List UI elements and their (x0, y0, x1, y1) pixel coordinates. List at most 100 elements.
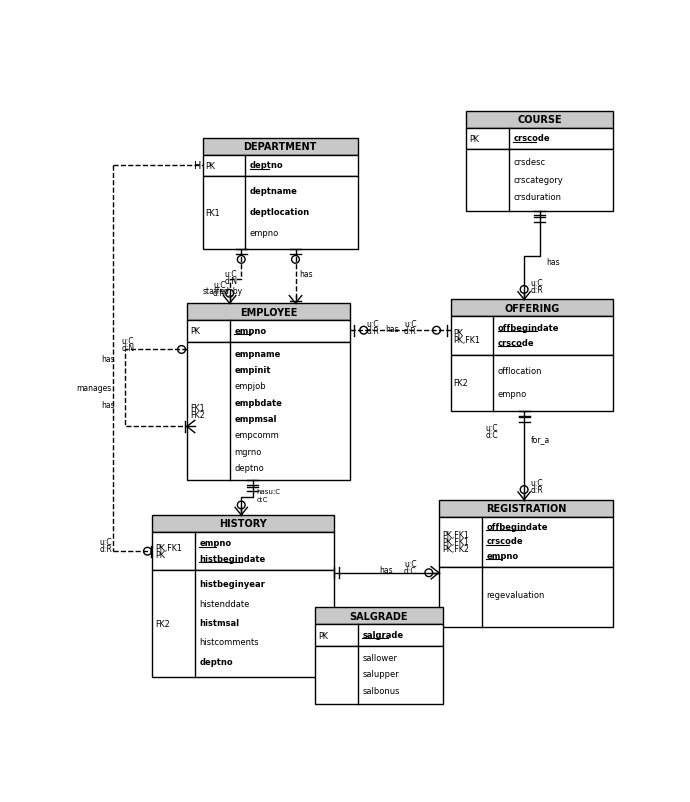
Text: PK: PK (190, 327, 200, 336)
Text: histbeginyear: histbeginyear (199, 580, 265, 589)
Text: salgrade: salgrade (362, 630, 403, 639)
Text: crsduration: crsduration (513, 193, 561, 202)
Text: d:R: d:R (99, 545, 112, 553)
Bar (451, 300, 613, 317)
Text: u:C: u:C (485, 423, 498, 432)
Bar (315, 608, 443, 625)
Text: d:N: d:N (213, 289, 226, 298)
Text: d:R: d:R (531, 286, 543, 294)
Text: offbegindate: offbegindate (486, 522, 548, 532)
Bar (439, 567, 613, 627)
Text: empno: empno (235, 326, 266, 335)
Bar (451, 317, 613, 355)
Text: OFFERING: OFFERING (504, 303, 560, 314)
Text: PK,FK1: PK,FK1 (453, 335, 480, 344)
Bar (315, 646, 443, 704)
Text: crscode: crscode (486, 537, 523, 545)
Bar (202, 177, 357, 250)
Text: d:R: d:R (531, 485, 543, 494)
Text: d:N: d:N (121, 343, 135, 352)
Text: empinit: empinit (235, 366, 270, 375)
Bar (187, 304, 350, 321)
Text: FK2: FK2 (190, 411, 205, 419)
Text: FK1: FK1 (190, 403, 205, 412)
Text: has: has (101, 354, 115, 363)
Text: d:C: d:C (485, 431, 498, 439)
Text: deptno: deptno (250, 161, 284, 170)
Text: crscategory: crscategory (513, 176, 563, 184)
Text: deptno: deptno (235, 464, 264, 472)
Text: u:C: u:C (121, 336, 134, 345)
Text: empbdate: empbdate (235, 398, 282, 407)
Text: deptname: deptname (250, 187, 297, 196)
Text: empno: empno (199, 539, 232, 548)
Bar (439, 500, 613, 517)
Text: HISTORY: HISTORY (219, 519, 267, 529)
Text: PK,FK2: PK,FK2 (442, 545, 469, 553)
Text: PK,FK1: PK,FK1 (442, 537, 469, 546)
Text: sallower: sallower (362, 653, 397, 662)
Text: empno: empno (497, 389, 527, 398)
Text: for_a: for_a (531, 435, 549, 444)
Text: PK: PK (206, 162, 215, 171)
Text: manages: manages (76, 384, 111, 393)
Bar (187, 321, 350, 342)
Text: PK: PK (318, 631, 328, 640)
Text: d:C: d:C (404, 566, 417, 575)
Bar (202, 139, 357, 156)
Text: empno: empno (486, 551, 518, 560)
Bar (187, 342, 350, 480)
Text: histenddate: histenddate (199, 599, 250, 608)
Text: histmsal: histmsal (199, 618, 239, 627)
Text: d:R: d:R (404, 327, 417, 336)
Text: hasu:C: hasu:C (257, 488, 281, 495)
Bar (152, 516, 334, 533)
Text: PK,FK1: PK,FK1 (442, 530, 469, 540)
Bar (466, 111, 613, 128)
Text: d:R: d:R (367, 327, 380, 336)
Bar (466, 128, 613, 150)
Text: mgrno: mgrno (235, 447, 262, 456)
Text: REGISTRATION: REGISTRATION (486, 504, 566, 513)
Text: PK: PK (469, 135, 479, 144)
Text: empname: empname (235, 349, 281, 358)
Text: SALGRADE: SALGRADE (350, 611, 408, 621)
Text: empno: empno (250, 229, 279, 238)
Bar (451, 355, 613, 411)
Text: crscode: crscode (513, 134, 550, 143)
Text: u:C: u:C (367, 320, 380, 329)
Text: offbegindate: offbegindate (497, 323, 560, 332)
Text: u:C: u:C (404, 320, 417, 329)
Text: FK2: FK2 (155, 619, 170, 628)
Text: empjob: empjob (235, 382, 266, 391)
Text: H: H (194, 161, 201, 171)
Text: u:C: u:C (531, 479, 543, 488)
Text: PK: PK (155, 550, 165, 560)
Text: crscode: crscode (497, 338, 534, 347)
Text: u:C: u:C (225, 269, 237, 278)
Text: u:C: u:C (99, 537, 112, 547)
Text: u:C: u:C (404, 559, 417, 568)
Text: has: has (380, 565, 393, 574)
Bar (439, 517, 613, 567)
Text: d:C: d:C (257, 496, 268, 502)
Text: histbegindate: histbegindate (199, 554, 266, 563)
Text: offlocation: offlocation (497, 367, 542, 375)
Text: salbonus: salbonus (362, 686, 400, 695)
Text: deptlocation: deptlocation (250, 208, 310, 217)
Bar (466, 150, 613, 212)
Text: u:C: u:C (213, 281, 226, 290)
Text: DEPARTMENT: DEPARTMENT (244, 142, 317, 152)
Text: PK: PK (453, 328, 464, 337)
Text: empmsal: empmsal (235, 415, 277, 423)
Bar (152, 533, 334, 571)
Text: has: has (386, 325, 400, 334)
Text: u:C: u:C (531, 278, 543, 287)
Text: salupper: salupper (362, 670, 399, 678)
Text: FK2: FK2 (453, 379, 469, 388)
Text: crsdesc: crsdesc (513, 158, 545, 167)
Bar (315, 625, 443, 646)
Text: FK1: FK1 (206, 209, 220, 218)
Text: has: has (299, 269, 313, 278)
Text: empcomm: empcomm (235, 431, 279, 439)
